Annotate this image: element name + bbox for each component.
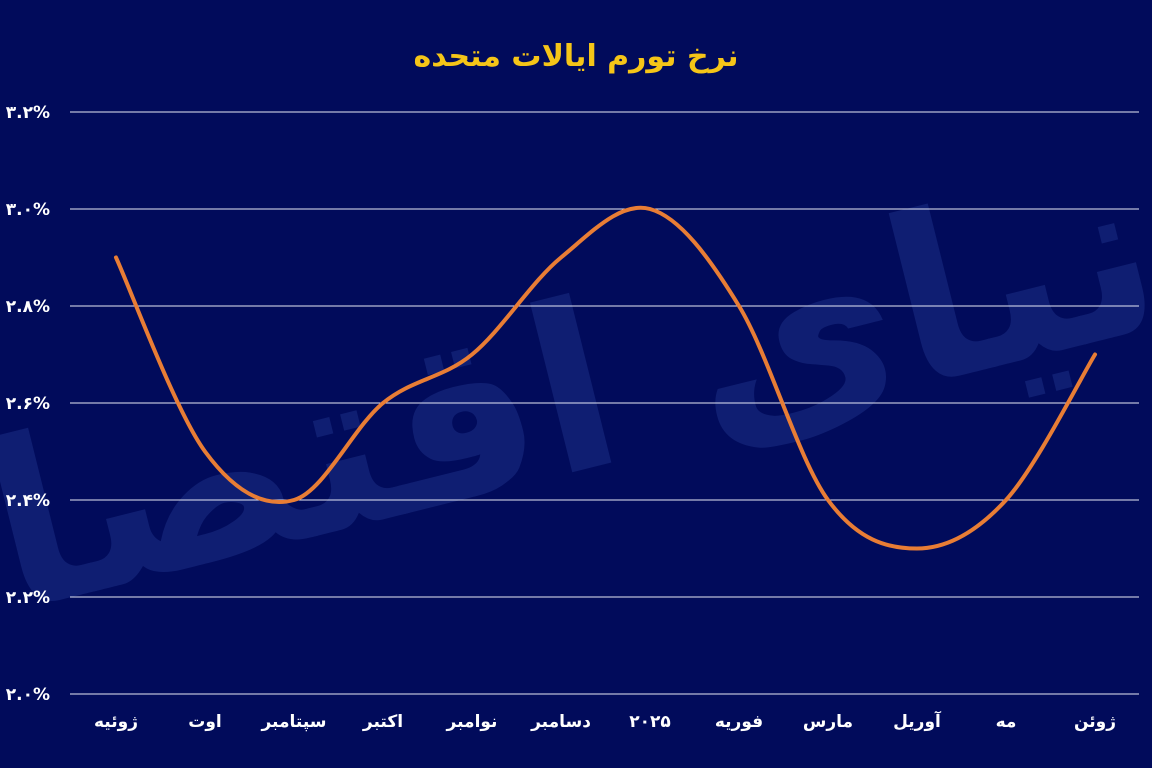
y-tick-label: ۲.۰%: [6, 685, 50, 705]
x-axis-ticks: ژوئیه اوت سپتامبر اکتبر نوامبر دسامبر ۲۰۲۵ فوری…: [94, 710, 1116, 732]
y-axis-ticks: ۲.۰% ۲.۲% ۲.۴% ۲.۶% ۲.۸% ۳.۰% ۳.۲%: [6, 103, 50, 705]
y-tick-label: ۲.۸%: [6, 297, 50, 317]
y-tick-label: ۲.۶%: [6, 394, 50, 414]
chart-title: نرخ تورم ایالات متحده: [414, 39, 739, 74]
y-tick-label: ۳.۰%: [6, 200, 50, 220]
inflation-line: [114, 205, 1097, 551]
x-tick-label: آوریل: [893, 710, 942, 732]
x-tick-label: ژوئن: [1074, 712, 1116, 732]
x-tick-label: فوریه: [715, 712, 763, 732]
x-tick-label: مه: [996, 712, 1017, 732]
y-tick-label: ۲.۴%: [6, 491, 50, 511]
x-tick-label: نوامبر: [446, 712, 498, 732]
y-tick-label: ۲.۲%: [6, 588, 50, 608]
y-tick-label: ۳.۲%: [6, 103, 50, 123]
x-tick-label: ۲۰۲۵: [629, 712, 671, 732]
x-tick-label: اوت: [188, 712, 221, 732]
x-tick-label: دسامبر: [530, 712, 591, 732]
x-tick-label: سپتامبر: [260, 712, 326, 732]
x-tick-label: مارس: [803, 712, 853, 732]
x-tick-label: ژوئیه: [94, 712, 138, 732]
grid-lines: [70, 111, 1139, 695]
x-tick-label: اکتبر: [362, 712, 403, 732]
